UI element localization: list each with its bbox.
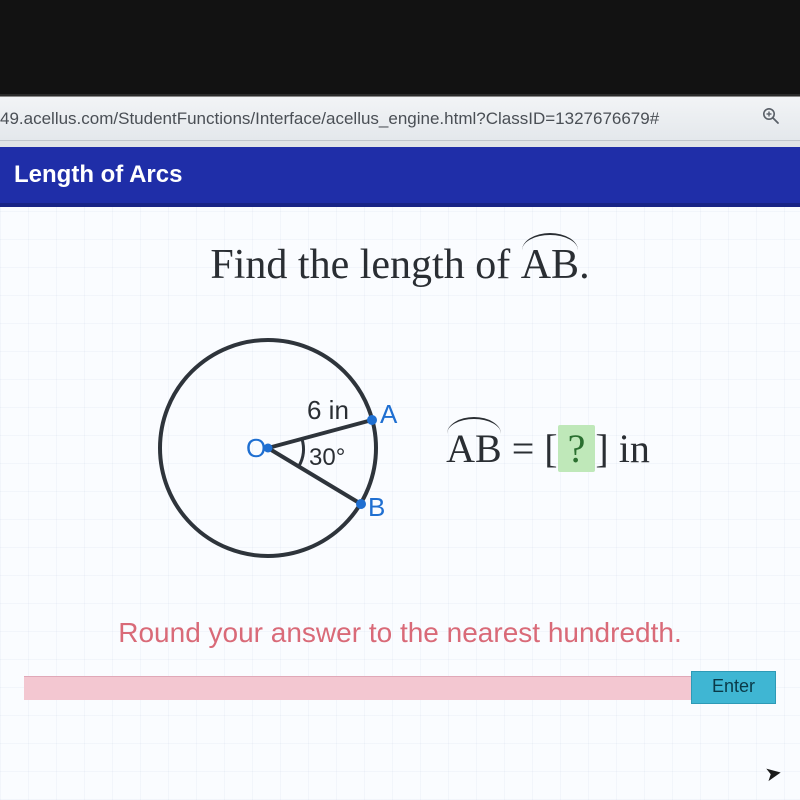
screen: 49.acellus.com/StudentFunctions/Interfac… [0, 96, 800, 800]
point-b-label: B [368, 492, 385, 522]
prompt-suffix: . [579, 242, 590, 288]
lesson-title: Length of Arcs [14, 161, 182, 188]
rounding-instruction: Round your answer to the nearest hundred… [118, 617, 681, 649]
arc-ab-symbol: AB [521, 241, 579, 289]
figure-row: 6 in O 30° A B AB = [?]in [150, 323, 650, 573]
angle-label: 30° [309, 444, 345, 471]
circle-diagram: 6 in O 30° A B [150, 323, 400, 573]
magnify-icon[interactable] [750, 107, 792, 130]
progress-track [24, 676, 691, 700]
point-a-label: A [380, 399, 398, 429]
equals-sign: = [512, 425, 535, 472]
enter-button[interactable]: Enter [691, 671, 776, 704]
answer-slot[interactable]: [?] [544, 425, 608, 472]
browser-url-bar: 49.acellus.com/StudentFunctions/Interfac… [0, 97, 800, 141]
prompt-prefix: Find the length of [210, 242, 520, 288]
angle-arc-marker [299, 439, 303, 466]
problem-area: Find the length of AB. 6 in O 30° A B [0, 207, 800, 800]
equation-arc-ab: AB [446, 425, 502, 472]
monitor-bezel [0, 0, 800, 96]
radius-label: 6 in [307, 395, 349, 425]
point-b-dot [356, 499, 366, 509]
url-text: 49.acellus.com/StudentFunctions/Interfac… [0, 109, 750, 129]
answer-placeholder[interactable]: ? [558, 425, 596, 472]
problem-prompt: Find the length of AB. [210, 241, 589, 289]
equation: AB = [?]in [446, 425, 650, 472]
point-a-dot [367, 415, 377, 425]
lesson-title-bar: Length of Arcs [0, 147, 800, 207]
center-label: O [246, 433, 266, 463]
unit-label: in [619, 425, 650, 472]
bottom-bar: Enter [24, 671, 776, 704]
